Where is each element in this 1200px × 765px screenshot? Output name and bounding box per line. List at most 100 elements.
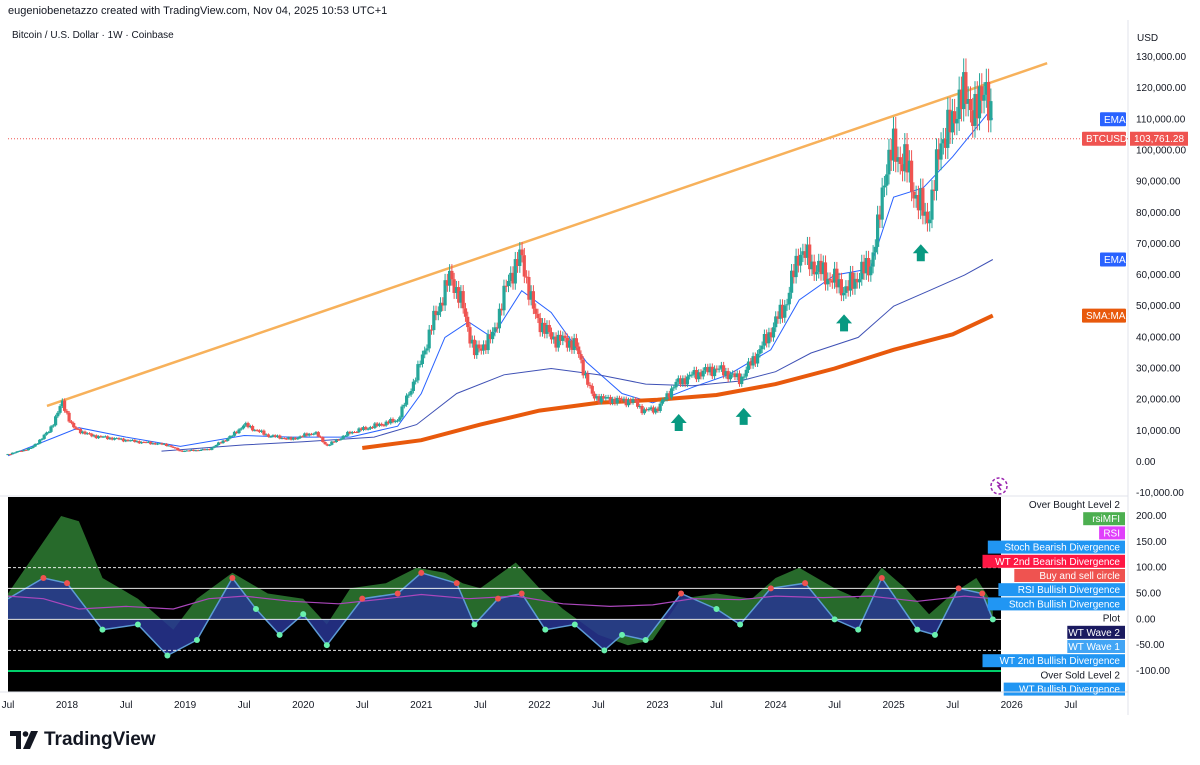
candle	[660, 399, 665, 404]
candle	[857, 279, 862, 283]
candle	[330, 441, 334, 445]
candle	[962, 72, 966, 110]
replay-icon[interactable]	[990, 477, 1008, 495]
candle	[343, 435, 347, 437]
candle	[217, 442, 221, 445]
candle	[194, 450, 198, 452]
candle	[592, 393, 597, 399]
candle	[484, 344, 488, 350]
oscillator-legend-tag	[1067, 640, 1125, 653]
signal-dot	[619, 631, 626, 638]
signal-dot	[64, 580, 71, 587]
candle	[525, 276, 529, 278]
candle	[368, 427, 372, 429]
signal-dot	[164, 652, 171, 659]
signal-dot	[99, 626, 106, 633]
candle	[604, 397, 608, 399]
candle	[683, 378, 687, 385]
candle	[452, 279, 456, 293]
candle	[337, 439, 341, 441]
candle	[579, 354, 583, 360]
candle	[570, 340, 574, 350]
price-label-smama: SMA:MA	[1082, 308, 1126, 323]
candle	[140, 442, 144, 444]
candle	[443, 280, 447, 306]
oscillator-legend-tag	[982, 654, 1125, 668]
oscillator-legend-item[interactable]: Over Bought Level 2	[1014, 498, 1125, 511]
candle	[255, 430, 259, 432]
candle	[334, 439, 338, 442]
candle	[767, 332, 771, 344]
candle	[848, 272, 852, 291]
oscillator-legend-item[interactable]: Stoch Bearish Divergence	[987, 540, 1125, 554]
signal-dot	[229, 575, 236, 581]
candle	[60, 400, 64, 406]
candle	[90, 433, 94, 437]
candle	[658, 403, 662, 411]
price-tick-label: 70,000.00	[1136, 239, 1181, 250]
price-tick-label: 80,000.00	[1136, 208, 1181, 219]
candle	[382, 425, 386, 427]
candle	[339, 438, 343, 440]
price-label-ema: EMA	[1100, 112, 1126, 127]
oscillator-legend-item[interactable]: WT Wave 2	[1067, 625, 1125, 639]
oscillator-legend-item[interactable]: WT Bullish Divergence	[1003, 682, 1125, 696]
candle	[726, 371, 730, 380]
candle	[97, 436, 101, 439]
candle	[973, 94, 977, 126]
candle	[144, 442, 148, 444]
chart-canvas[interactable]: Bitcoin / U.S. Dollar · 1W · Coinbase US…	[0, 0, 1200, 720]
candle	[758, 349, 762, 354]
candle	[393, 421, 397, 423]
candle	[674, 381, 678, 388]
oscillator-legend-item[interactable]: Buy and sell circle	[1014, 569, 1125, 582]
candle	[466, 316, 470, 328]
candle	[230, 435, 234, 437]
price-tick-label: 0.00	[1136, 457, 1156, 468]
candle	[239, 428, 243, 430]
candle	[871, 252, 875, 267]
price-label-tag	[1100, 252, 1126, 267]
buy-arrow-icon	[670, 414, 687, 432]
oscillator-legend-item[interactable]: WT 2nd Bearish Divergence	[982, 554, 1126, 568]
candle	[278, 435, 282, 439]
candle	[647, 409, 651, 411]
candle	[545, 325, 549, 334]
candle	[823, 262, 828, 285]
oscillator-legend-item[interactable]: Plot	[1093, 611, 1125, 625]
candle	[966, 99, 970, 104]
candle	[814, 271, 819, 275]
signal-dot	[40, 575, 47, 581]
signal-dot	[678, 590, 685, 597]
candle	[867, 258, 871, 276]
candle	[44, 432, 49, 435]
candle	[99, 436, 103, 438]
signal-dot	[767, 585, 774, 592]
candle	[568, 340, 572, 348]
candle	[47, 432, 51, 433]
candle	[864, 258, 868, 274]
oscillator-legend-item[interactable]: rsiMFI	[1083, 512, 1125, 526]
candle	[694, 370, 699, 380]
oscillator-legend-item[interactable]: Stoch Bullish Divergence	[987, 597, 1125, 611]
oscillator-legend-item[interactable]: RSI	[1099, 526, 1125, 540]
candle	[959, 89, 963, 110]
candle	[520, 249, 524, 256]
candle	[894, 128, 898, 162]
candle	[977, 86, 982, 119]
candle	[803, 251, 807, 258]
candle	[42, 434, 46, 439]
signal-dot	[300, 611, 307, 618]
candle	[328, 444, 332, 446]
candle	[812, 261, 816, 275]
candle	[201, 449, 205, 451]
oscillator-legend-item[interactable]: WT Wave 1	[1067, 640, 1125, 653]
candle	[241, 425, 246, 429]
oscillator-legend-item[interactable]: RSI Bullish Divergence	[998, 583, 1125, 597]
oscillator-legend-item[interactable]: WT 2nd Bullish Divergence	[982, 654, 1126, 668]
candle	[642, 409, 646, 414]
oscillator-legend-item[interactable]: Over Sold Level 2	[1024, 668, 1125, 682]
time-tick-label: Jul	[828, 700, 841, 711]
signal-dot	[601, 647, 608, 654]
candle	[434, 310, 438, 316]
